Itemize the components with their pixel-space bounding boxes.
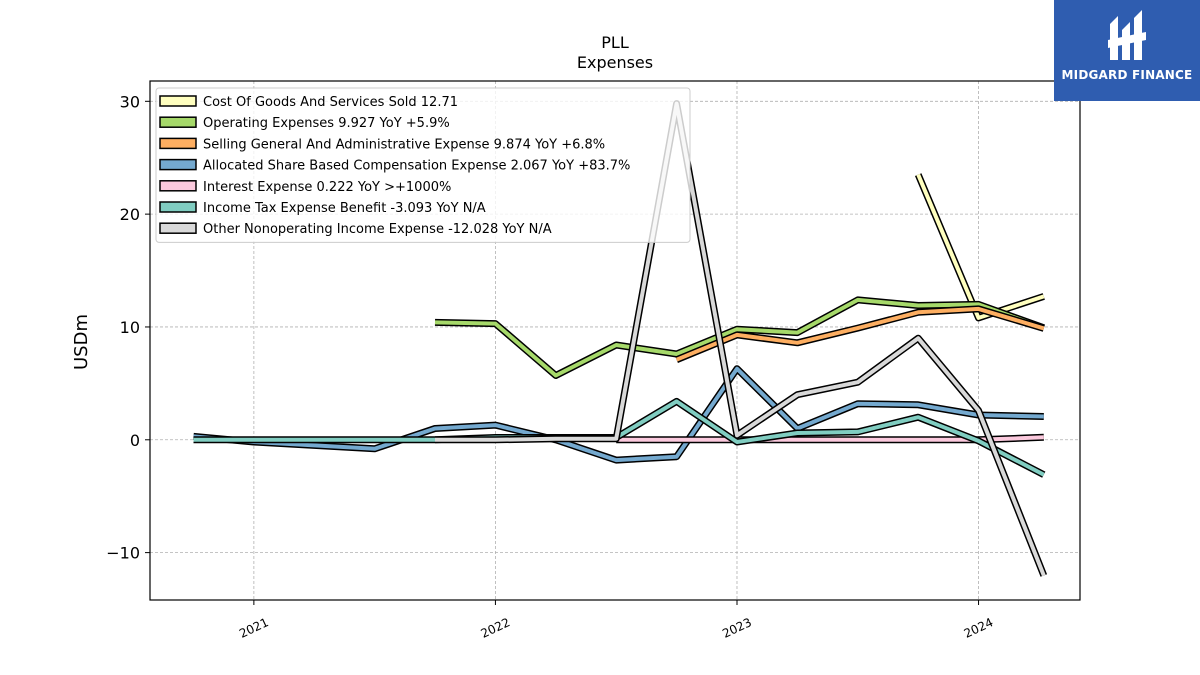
y-tick-label: 20 bbox=[120, 205, 140, 224]
legend-label: Operating Expenses 9.927 YoY +5.9% bbox=[203, 116, 450, 131]
series-line bbox=[916, 173, 1045, 320]
legend-swatch bbox=[159, 201, 197, 213]
legend-label: Allocated Share Based Compensation Expen… bbox=[203, 159, 630, 174]
legend-swatch bbox=[159, 180, 197, 192]
legend-label: Other Nonoperating Income Expense -12.02… bbox=[203, 222, 552, 237]
legend-swatch bbox=[159, 158, 197, 171]
x-tick-label: 2023 bbox=[720, 615, 754, 641]
series-line bbox=[435, 101, 1046, 577]
chart-subtitle: Expenses bbox=[577, 53, 653, 72]
legend-swatch bbox=[159, 137, 197, 150]
legend-label: Income Tax Expense Benefit -3.093 YoY N/… bbox=[203, 201, 486, 216]
legend-swatch bbox=[159, 222, 197, 234]
y-tick-label: 10 bbox=[120, 318, 140, 337]
legend-box bbox=[155, 87, 691, 243]
brand-logo: MIDGARD FINANCE bbox=[1054, 0, 1200, 101]
x-tick-label: 2022 bbox=[479, 615, 513, 641]
legend-label: Selling General And Administrative Expen… bbox=[203, 137, 605, 152]
legend-swatch bbox=[159, 116, 197, 128]
legend: Cost Of Goods And Services Sold 12.71 Ope… bbox=[155, 87, 691, 243]
x-tick-label: 2021 bbox=[237, 615, 271, 641]
legend-swatch bbox=[159, 95, 197, 107]
x-tick-label: 2024 bbox=[962, 615, 996, 641]
chart-title: PLL bbox=[601, 33, 629, 52]
series-line bbox=[434, 297, 1045, 378]
series-lines bbox=[193, 100, 1048, 577]
y-axis-label: USDm bbox=[71, 314, 92, 370]
series-line-outline bbox=[914, 173, 1045, 322]
series-line bbox=[675, 306, 1045, 362]
y-tick-label: −10 bbox=[106, 544, 140, 563]
logo-text: MIDGARD FINANCE bbox=[1061, 68, 1193, 82]
legend-label: Cost Of Goods And Services Sold 12.71 bbox=[203, 95, 458, 110]
series-line bbox=[193, 366, 1044, 463]
plot-area-frame bbox=[149, 80, 1081, 601]
y-tick-label: 30 bbox=[120, 92, 140, 111]
logo-mark-icon bbox=[1108, 10, 1146, 60]
y-tick-label: 0 bbox=[130, 431, 140, 450]
legend-label: Interest Expense 0.222 YoY >+1000% bbox=[203, 180, 451, 195]
